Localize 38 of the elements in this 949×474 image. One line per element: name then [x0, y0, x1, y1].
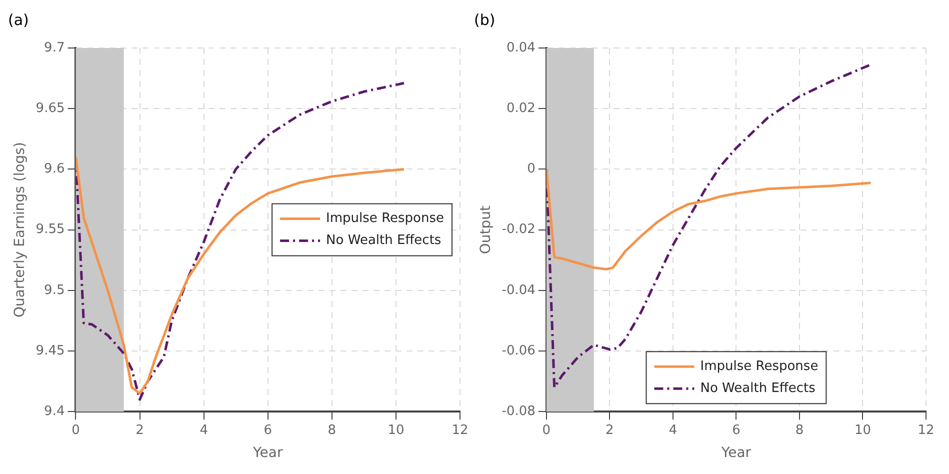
y-tick-label: 0.04	[506, 40, 536, 56]
y-tick-label: 9.5	[44, 282, 65, 298]
x-tick-label: 0	[542, 422, 551, 438]
x-axis-title: Year	[720, 445, 752, 462]
x-tick-label: 6	[264, 422, 272, 438]
x-tick-label: 12	[918, 422, 934, 438]
x-tick-label: 12	[452, 422, 468, 438]
chart-title: (b)	[474, 10, 496, 29]
x-tick-label: 0	[72, 422, 80, 438]
legend-label: No Wealth Effects	[700, 380, 816, 396]
y-tick-label: -0.08	[502, 404, 536, 419]
chart-title: (a)	[8, 10, 29, 29]
y-tick-label: 9.6	[44, 162, 65, 177]
legend-label: Impulse Response	[326, 211, 444, 226]
x-tick-label: 10	[388, 422, 404, 438]
x-tick-label: 6	[732, 422, 740, 438]
y-axis-title: Quarterly Earnings (logs)	[12, 142, 28, 318]
y-tick-label: -0.06	[502, 343, 536, 358]
x-axis-title: Year	[252, 445, 283, 462]
x-tick-label: 4	[668, 422, 678, 438]
y-tick-label: 9.7	[44, 40, 65, 56]
x-tick-label: 2	[136, 422, 144, 438]
y-tick-label: -0.04	[502, 282, 536, 298]
y-tick-label: 9.4	[44, 404, 65, 419]
y-tick-label: 9.45	[36, 343, 65, 358]
y-tick-label: 9.65	[36, 100, 65, 116]
x-tick-label: 8	[795, 422, 804, 438]
y-tick-label: 9.55	[36, 222, 65, 238]
x-tick-label: 8	[328, 422, 336, 438]
x-tick-label: 10	[854, 422, 872, 438]
y-tick-label: 0	[527, 162, 536, 177]
legend-label: Impulse Response	[700, 358, 818, 374]
legend-label: No Wealth Effects	[326, 233, 442, 248]
x-tick-label: 4	[200, 422, 208, 438]
y-axis-title: Output	[478, 204, 494, 254]
y-tick-label: -0.02	[502, 222, 536, 238]
y-tick-label: 0.02	[506, 100, 536, 116]
x-tick-label: 2	[606, 422, 614, 438]
